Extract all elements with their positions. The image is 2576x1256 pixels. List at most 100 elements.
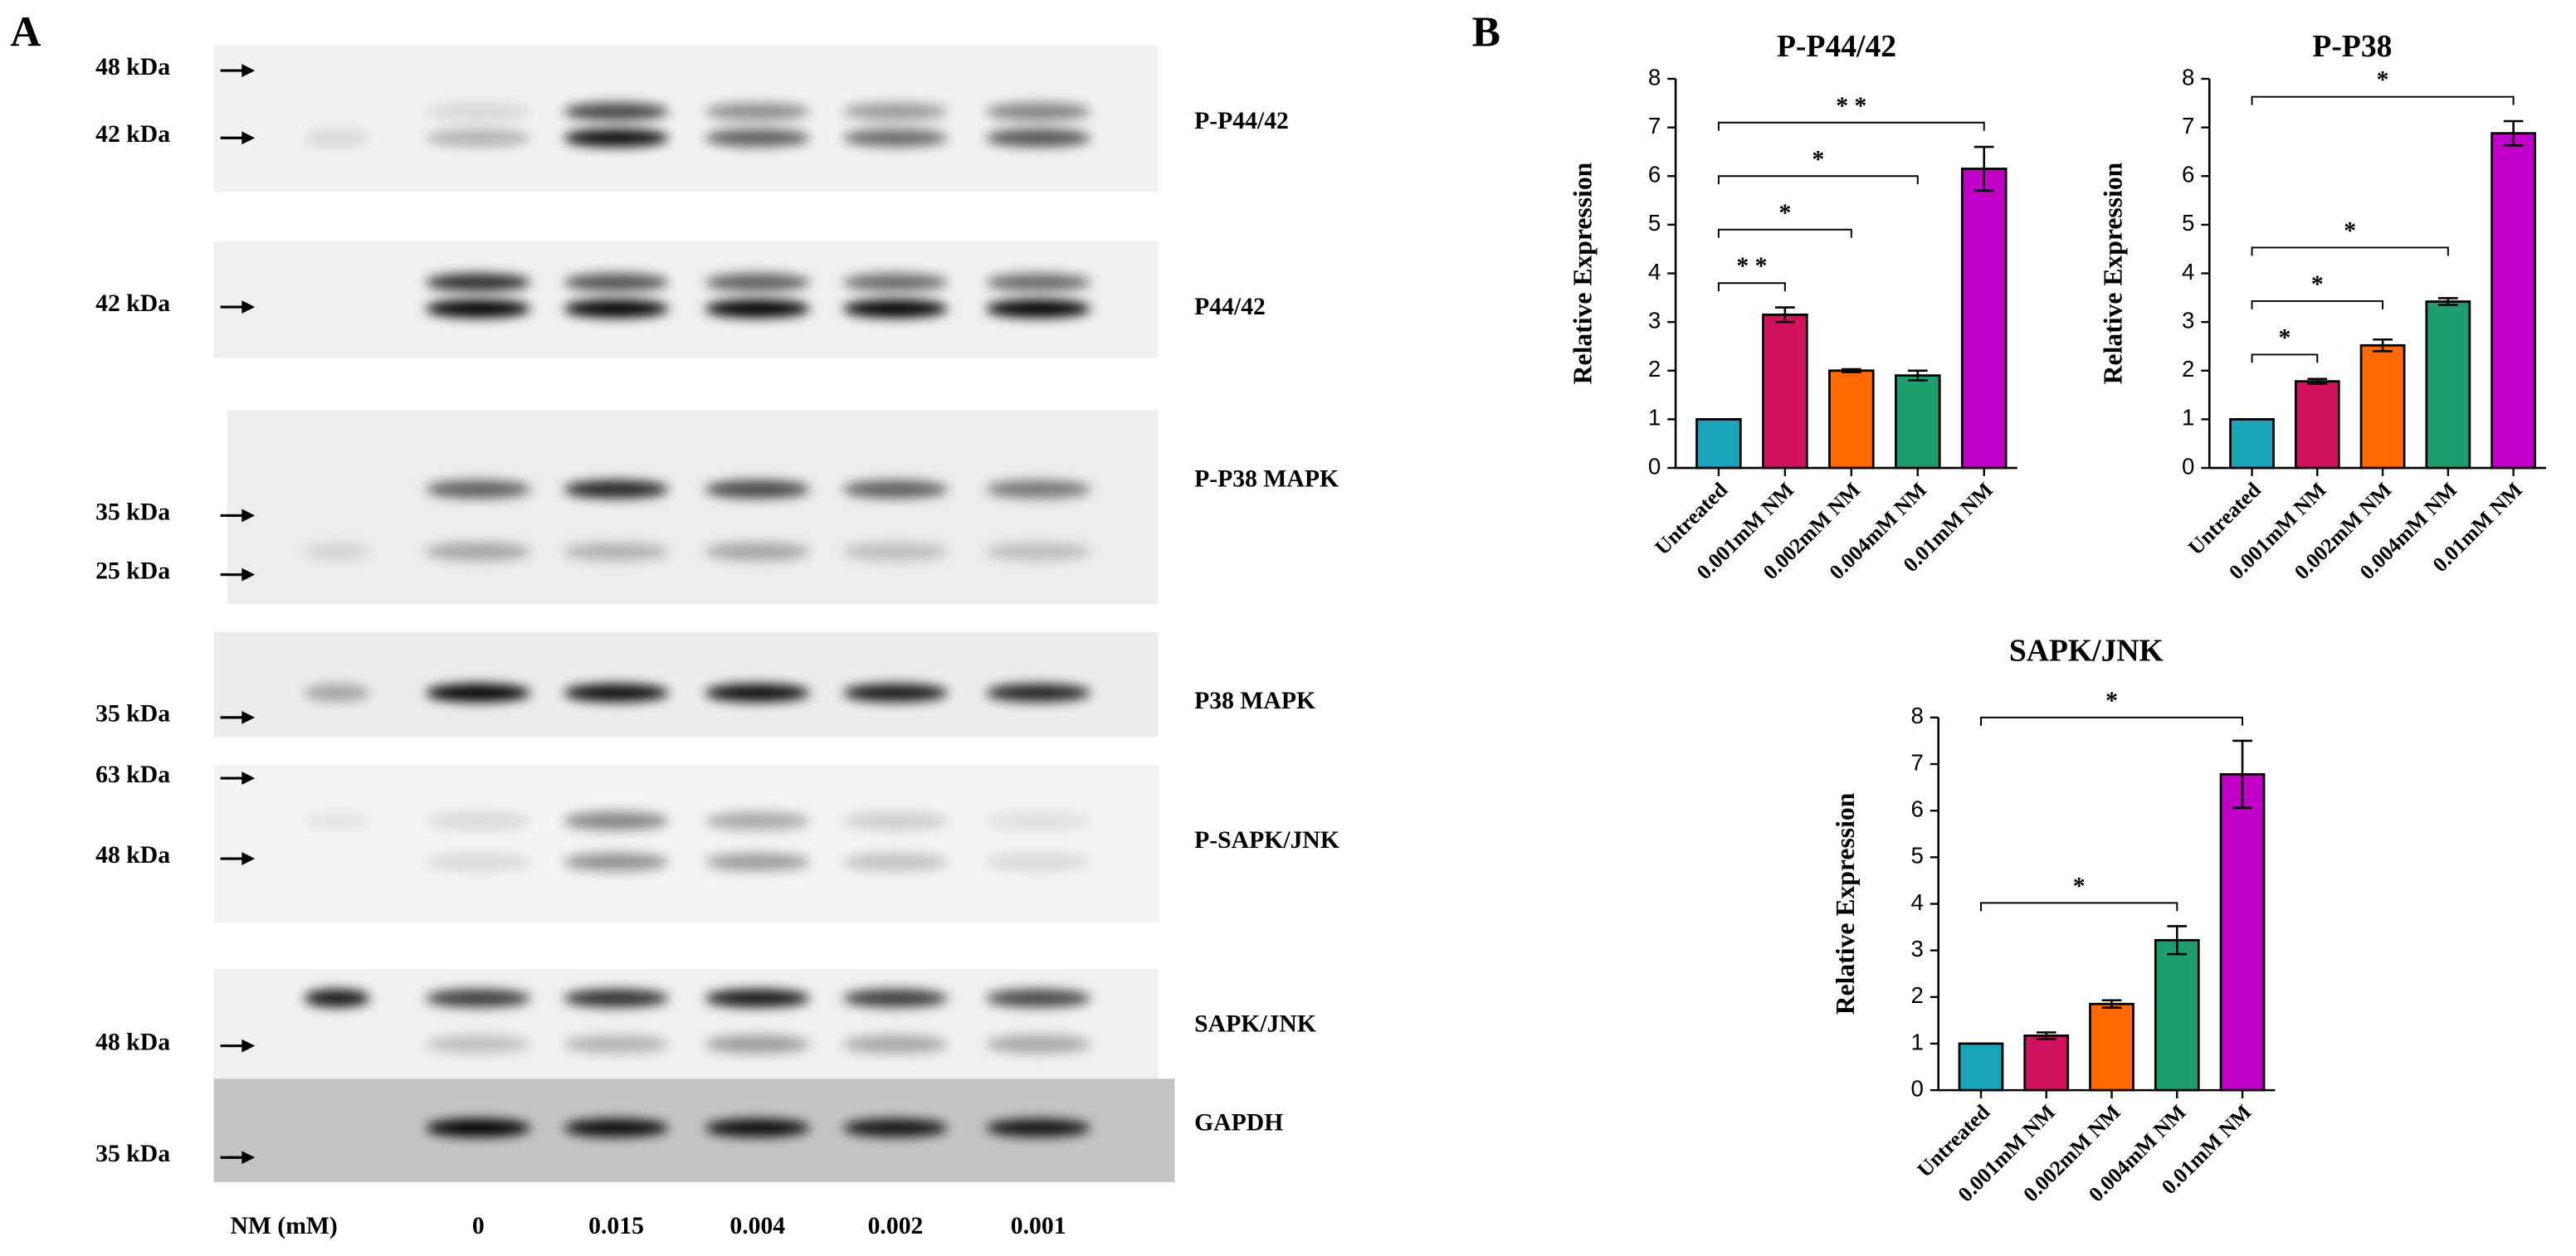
band <box>705 1118 811 1137</box>
band <box>425 684 531 703</box>
protein-label: GAPDH <box>1194 1109 1283 1136</box>
chart-title: P-P38 <box>2312 29 2392 64</box>
blot <box>213 968 1159 1079</box>
panel-label: A <box>10 8 41 56</box>
protein-label: P-SAPK/JNK <box>1194 827 1339 854</box>
significance-label: * * <box>1836 93 1866 119</box>
band <box>304 684 370 703</box>
significance-label: * <box>2073 873 2086 899</box>
y-tick-label: 1 <box>2182 405 2194 431</box>
protein-label: P-P38 MAPK <box>1194 466 1339 493</box>
significance-bracket <box>1717 121 1985 131</box>
chart-title: P-P44/42 <box>1777 29 1896 64</box>
band <box>425 811 531 830</box>
band <box>842 543 949 561</box>
band <box>985 1034 1091 1054</box>
protein-label: P-P44/42 <box>1194 108 1289 134</box>
significance-bracket <box>1717 282 1786 292</box>
band <box>705 811 811 830</box>
band <box>425 273 531 292</box>
marker-label: 48 kDa <box>95 842 170 869</box>
bar <box>2491 132 2536 470</box>
lane-label: 0.015 <box>588 1213 644 1239</box>
arrow-head <box>242 300 256 314</box>
blot <box>213 46 1159 192</box>
band <box>985 299 1091 318</box>
error-bar <box>2307 377 2328 385</box>
y-tick-label: 1 <box>1648 405 1661 431</box>
error-bar <box>1907 369 1928 382</box>
band <box>564 299 669 318</box>
band <box>985 853 1091 871</box>
bar <box>1958 1042 2004 1092</box>
y-tick-label: 6 <box>1910 796 1923 821</box>
significance-bracket <box>2251 95 2515 105</box>
band <box>705 102 811 121</box>
blot <box>213 631 1159 738</box>
significance-bracket <box>2251 353 2319 363</box>
band <box>564 684 669 703</box>
lane-label: 0.001 <box>1011 1213 1066 1239</box>
y-tick-label: 7 <box>1910 749 1923 775</box>
arrow-head <box>242 509 256 523</box>
y-tick-label: 5 <box>1648 210 1661 236</box>
y-tick-label: 4 <box>1648 259 1661 285</box>
lane-header: NM (mM) <box>230 1213 337 1239</box>
band <box>985 129 1091 148</box>
band <box>705 1034 811 1054</box>
y-tick-label: 1 <box>1910 1029 1923 1054</box>
band <box>842 684 949 703</box>
arrow-head <box>242 1151 256 1165</box>
band <box>425 853 531 871</box>
band <box>564 1034 669 1054</box>
y-tick-label: 7 <box>2182 113 2194 139</box>
arrow-head <box>242 64 256 78</box>
marker-label: 35 kDa <box>95 499 170 525</box>
bar <box>2359 343 2406 470</box>
blot <box>213 765 1159 923</box>
lane-label: 0 <box>472 1213 485 1239</box>
significance-label: * <box>2278 324 2291 351</box>
error-bar <box>2503 119 2524 147</box>
bar <box>1695 418 1742 470</box>
panel-label: B <box>1472 8 1500 56</box>
y-axis-label: Relative Expression <box>1568 162 1597 384</box>
bar <box>2219 772 2266 1092</box>
bar <box>2425 300 2471 470</box>
band <box>842 102 949 121</box>
band <box>985 811 1091 830</box>
marker-label: 42 kDa <box>95 290 170 317</box>
y-tick-label: 4 <box>1910 889 1923 915</box>
significance-label: * <box>2311 271 2324 298</box>
band <box>425 480 531 499</box>
band <box>425 543 531 561</box>
band <box>564 989 669 1008</box>
y-tick-label: 2 <box>1648 356 1661 382</box>
band <box>564 102 669 121</box>
error-bar <box>2167 925 2188 956</box>
band <box>842 1034 949 1054</box>
band <box>425 299 531 318</box>
bar <box>2229 418 2275 470</box>
band <box>842 129 949 148</box>
significance-label: * <box>1778 200 1791 226</box>
band <box>425 102 531 121</box>
y-axis-label: Relative Expression <box>2099 162 2128 384</box>
y-tick-label: 3 <box>1910 936 1923 961</box>
blot <box>227 410 1159 605</box>
band <box>705 853 811 871</box>
band <box>842 273 949 292</box>
bar <box>2089 1002 2134 1092</box>
band <box>842 1118 949 1137</box>
lane-label: 0.004 <box>729 1213 785 1239</box>
y-tick-label: 2 <box>1910 982 1923 1008</box>
protein-label: P44/42 <box>1194 294 1266 320</box>
significance-bracket <box>1979 716 2244 726</box>
band <box>564 480 669 499</box>
y-tick-label: 0 <box>1648 453 1661 479</box>
bar <box>2154 938 2200 1092</box>
y-tick-label: 5 <box>2182 210 2194 236</box>
y-tick-label: 0 <box>1910 1075 1923 1101</box>
